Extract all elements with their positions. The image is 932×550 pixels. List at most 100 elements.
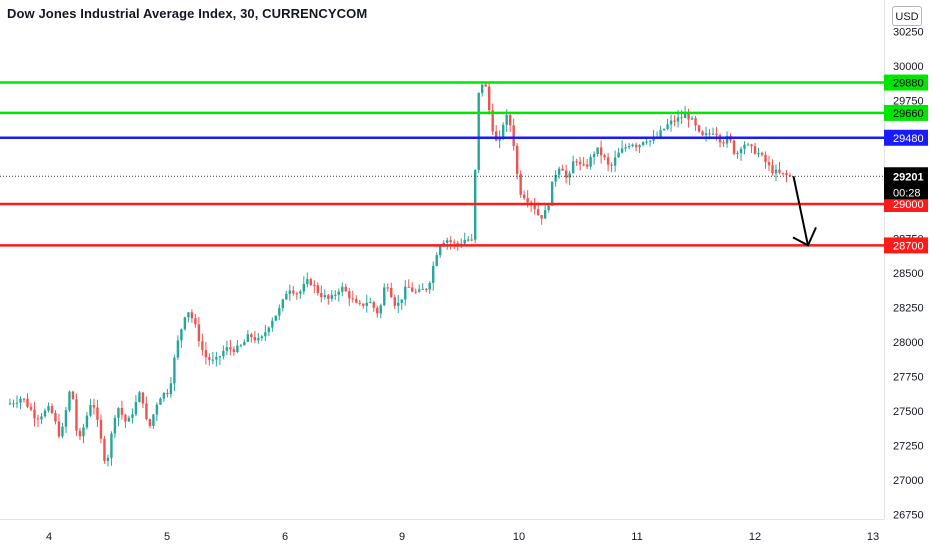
candle-body [746,144,750,146]
candle-body [519,174,522,195]
candle-body [540,215,543,219]
candle-body [634,144,638,148]
time-axis[interactable]: 4 5 6 9 10 11 12 13 [0,519,884,544]
price-tick-label: 28000 [893,337,924,349]
candle-body [302,284,306,292]
candle-body [624,147,627,149]
candle-body [578,161,582,165]
candle-body [285,293,288,300]
candle-body [117,407,120,418]
time-tick-label: 12 [749,531,761,543]
candle-body [435,255,438,266]
candle-body [124,414,127,422]
candle-body [267,327,271,333]
candle-body [662,128,666,131]
price-axis[interactable]: 3025030000297502875028500282502800027750… [884,0,932,550]
candle-body [407,286,410,288]
candle-body [585,164,589,167]
candle-body [180,329,183,341]
candle-body [68,391,71,411]
candle-body [694,118,697,126]
candle-body [127,417,131,422]
candle-body [29,406,33,410]
candle-body [197,324,201,342]
candle-body [257,338,260,341]
candle-body [327,295,330,299]
candle-body [64,410,68,427]
candle-body [236,345,239,352]
candle-body [246,334,250,342]
candle-body [564,170,568,178]
level-label-29660: 29660 [893,108,924,120]
candle-body [501,124,505,137]
candle-body [365,302,368,306]
level-label-28700: 28700 [893,240,924,252]
candle-body [767,162,771,166]
candle-body [522,194,526,199]
candle-body [645,141,648,143]
time-tick-label: 4 [46,531,52,543]
candle-body [393,297,396,306]
candle-body [467,239,470,241]
candle-body [187,312,190,318]
candle-body [316,285,320,293]
candle-body [92,405,96,408]
level-label-box-29000 [884,196,928,212]
candle-body [669,120,673,125]
candle-body [295,293,299,295]
candle-body [599,147,603,156]
time-tick-label: 6 [282,531,288,543]
candle-body [274,315,278,321]
price-axis-background [884,0,932,550]
candle-body [414,291,417,293]
candle-body [547,205,550,211]
candle-body [33,409,36,419]
candle-body [453,242,456,244]
time-tick-label: 10 [513,531,525,543]
candle-body [176,340,180,358]
candle-body [610,164,613,166]
candle-body [480,84,484,93]
current-price-label: 29201 [893,171,924,183]
candle-body [278,308,281,316]
candle-body [113,417,117,434]
candle-body [54,412,57,422]
candle-body [697,125,701,132]
candle-body [554,174,557,182]
price-tick-label: 28500 [893,268,924,280]
level-label-box-29880 [884,74,928,91]
candle-body [141,392,145,404]
candle-body [432,265,435,283]
candle-body [732,140,736,154]
currency-button[interactable]: USD [892,6,922,26]
price-tick-label: 27000 [893,475,924,487]
candle-body [264,332,267,337]
candle-body [50,406,54,413]
candle-body [299,291,302,294]
price-tick-label: 27750 [893,372,924,384]
candle-body [106,457,110,461]
candle-body [362,303,365,306]
candle-body [169,383,173,395]
candle-body [334,294,337,296]
price-tick-label: 28250 [893,303,924,315]
candle-body [463,239,466,244]
candle-body [666,124,669,129]
candle-body [183,317,187,330]
candle-body [592,153,596,158]
candle-body [134,402,138,415]
level-label-box-28700 [884,237,928,254]
candle-body [603,155,606,158]
candle-body [774,169,778,174]
candle-body [162,392,166,399]
candle-body [687,113,690,120]
time-tick-label: 9 [399,531,405,543]
candle-body [57,421,61,437]
candle-body [159,398,162,405]
candle-body [606,157,610,165]
candle-body [166,392,169,395]
arrow-head [792,226,817,247]
candle-body [225,347,229,351]
candle-body [491,110,494,132]
